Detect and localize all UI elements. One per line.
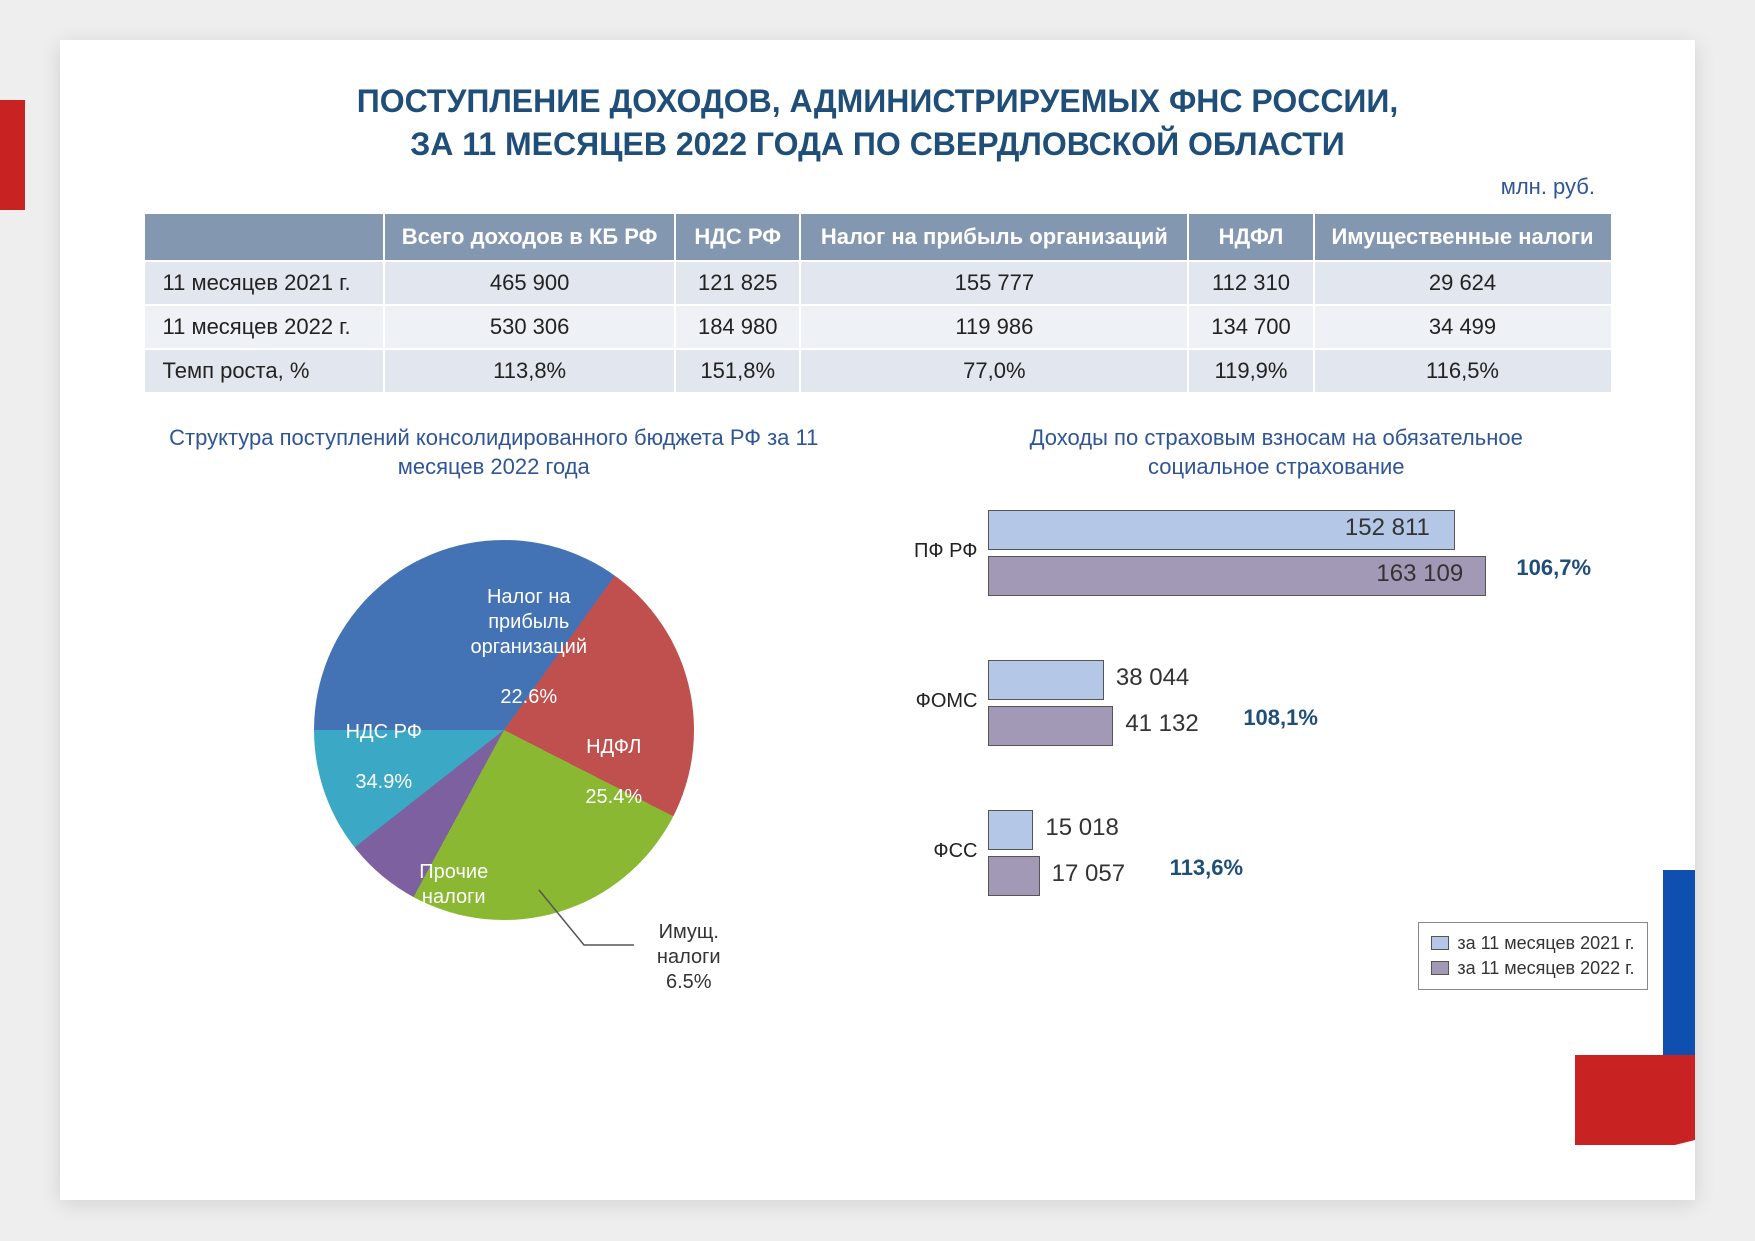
pie-column: Структура поступлений консолидированного…: [130, 414, 858, 1019]
cell: 77,0%: [800, 349, 1188, 393]
bar-2022: [988, 706, 1114, 746]
page-title: ПОСТУПЛЕНИЕ ДОХОДОВ, АДМИНИСТРИРУЕМЫХ ФН…: [60, 40, 1695, 174]
title-line-1: ПОСТУПЛЕНИЕ ДОХОДОВ, АДМИНИСТРИРУЕМЫХ ФН…: [357, 83, 1399, 119]
bar-2022: [988, 856, 1040, 896]
legend-label: за 11 месяцев 2022 г.: [1457, 958, 1634, 979]
bar-column: Доходы по страховым взносам на обязатель…: [898, 414, 1626, 1019]
growth-label: 108,1%: [1243, 705, 1318, 731]
cell: 116,5%: [1314, 349, 1612, 393]
cell: 34 499: [1314, 305, 1612, 349]
legend-label: за 11 месяцев 2021 г.: [1457, 933, 1634, 954]
bar-value-label: 17 057: [1052, 860, 1125, 888]
legend-swatch: [1431, 961, 1449, 975]
table-row: 11 месяцев 2021 г. 465 900 121 825 155 7…: [144, 261, 1612, 305]
cell: 155 777: [800, 261, 1188, 305]
growth-label: 113,6%: [1170, 855, 1243, 881]
bar-2021: [988, 810, 1034, 850]
table-header: НДФЛ: [1188, 213, 1313, 261]
bar-area: 15 018 17 057 113,6%: [988, 800, 1618, 930]
revenue-table: Всего доходов в КБ РФ НДС РФ Налог на пр…: [143, 212, 1613, 394]
bar-category-label: ФОМС: [888, 690, 978, 713]
unit-label: млн. руб.: [60, 174, 1695, 212]
pie-slice-label: Налог на прибыль организаций 22.6%: [454, 560, 604, 710]
legend-item: за 11 месяцев 2021 г.: [1431, 933, 1634, 954]
bar-value-label: 152 811: [1345, 514, 1430, 542]
bar-title: Доходы по страховым взносам на обязатель…: [898, 424, 1626, 481]
bar-group: ФСС15 01817 057113,6%: [898, 800, 1618, 930]
legend-swatch: [1431, 936, 1449, 950]
growth-label: 106,7%: [1516, 555, 1591, 581]
cell: 530 306: [384, 305, 675, 349]
pie-slice-label: НДФЛ 25.4%: [564, 710, 664, 810]
row-label: 11 месяцев 2021 г.: [144, 261, 385, 305]
cell: 184 980: [675, 305, 800, 349]
table-header: Имущественные налоги: [1314, 213, 1612, 261]
table-header: Всего доходов в КБ РФ: [384, 213, 675, 261]
pie-slice-label-external: Имущ. налоги 6.5%: [639, 920, 739, 995]
accent-bottom-triangle: [1455, 1140, 1695, 1200]
cell: 112 310: [1188, 261, 1313, 305]
table-header-blank: [144, 213, 385, 261]
cell: 119,9%: [1188, 349, 1313, 393]
cell: 134 700: [1188, 305, 1313, 349]
bar-value-label: 38 044: [1116, 664, 1189, 692]
pie-chart: НДС РФ 34.9% Налог на прибыль организаци…: [234, 500, 754, 1000]
bar-area: 38 044 41 132 108,1%: [988, 650, 1618, 780]
bar-value-label: 15 018: [1045, 814, 1118, 842]
row-label: 11 месяцев 2022 г.: [144, 305, 385, 349]
cell: 119 986: [800, 305, 1188, 349]
pie-title: Структура поступлений консолидированного…: [130, 424, 858, 481]
cell: 121 825: [675, 261, 800, 305]
pie-slice-label: НДС РФ 34.9%: [329, 695, 439, 795]
bar-group: ФОМС38 04441 132108,1%: [898, 650, 1618, 780]
table-row: Темп роста, % 113,8% 151,8% 77,0% 119,9%…: [144, 349, 1612, 393]
page-card: ПОСТУПЛЕНИЕ ДОХОДОВ, АДМИНИСТРИРУЕМЫХ ФН…: [60, 40, 1695, 1200]
title-line-2: ЗА 11 МЕСЯЦЕВ 2022 ГОДА ПО СВЕРДЛОВСКОЙ …: [410, 126, 1345, 162]
cell: 113,8%: [384, 349, 675, 393]
bar-value-label: 41 132: [1125, 710, 1198, 738]
bar-legend: за 11 месяцев 2021 г. за 11 месяцев 2022…: [1418, 922, 1647, 990]
bar-area: 152 811 163 109 106,7%: [988, 500, 1618, 630]
cell: 465 900: [384, 261, 675, 305]
accent-bottom-blue: [1663, 870, 1695, 1055]
row-label: Темп роста, %: [144, 349, 385, 393]
bar-category-label: ПФ РФ: [888, 540, 978, 563]
charts-row: Структура поступлений консолидированного…: [60, 394, 1695, 1019]
table-header: НДС РФ: [675, 213, 800, 261]
bar-2021: [988, 660, 1104, 700]
bar-value-label: 163 109: [1376, 560, 1463, 588]
cell: 29 624: [1314, 261, 1612, 305]
table-header: Налог на прибыль организаций: [800, 213, 1188, 261]
table-row: 11 месяцев 2022 г. 530 306 184 980 119 9…: [144, 305, 1612, 349]
bar-chart: ПФ РФ152 811163 109106,7%ФОМС38 04441 13…: [898, 500, 1618, 1020]
pie-slice-label: Прочие налоги 12.4%: [399, 835, 509, 960]
bar-category-label: ФСС: [888, 840, 978, 863]
legend-item: за 11 месяцев 2022 г.: [1431, 958, 1634, 979]
accent-left-red: [0, 100, 25, 210]
cell: 151,8%: [675, 349, 800, 393]
bar-group: ПФ РФ152 811163 109106,7%: [898, 500, 1618, 630]
accent-bottom-red: [1575, 1055, 1695, 1145]
